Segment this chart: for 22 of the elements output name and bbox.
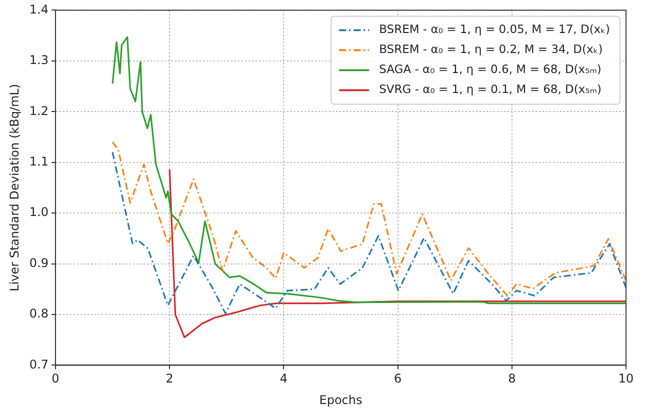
x-tick-label: 6 bbox=[394, 372, 402, 386]
y-tick-label: 1.2 bbox=[29, 104, 48, 118]
y-tick-label: 0.9 bbox=[29, 256, 48, 270]
legend-label: SAGA - α₀ = 1, η = 0.6, M = 68, D(x₅ₘ) bbox=[379, 62, 602, 76]
x-tick-label: 0 bbox=[52, 372, 60, 386]
legend-label: BSREM - α₀ = 1, η = 0.05, M = 17, D(xₖ) bbox=[379, 22, 610, 36]
y-tick-label: 1.4 bbox=[29, 2, 48, 16]
x-tick-label: 4 bbox=[280, 372, 288, 386]
y-tick-label: 1.1 bbox=[29, 154, 48, 168]
x-tick-label: 2 bbox=[166, 372, 174, 386]
legend-label: BSREM - α₀ = 1, η = 0.2, M = 34, D(xₖ) bbox=[379, 42, 603, 56]
line-series bbox=[112, 151, 626, 314]
y-tick-label: 1.3 bbox=[29, 53, 48, 68]
legend-label: SVRG - α₀ = 1, η = 0.1, M = 68, D(x₅ₘ) bbox=[379, 82, 602, 96]
y-tick-label: 0.7 bbox=[29, 357, 48, 372]
y-axis-title: Liver Standard Deviation (kBq/mL) bbox=[7, 84, 22, 292]
x-axis-title: Epochs bbox=[319, 392, 362, 407]
y-tick-label: 1.0 bbox=[29, 205, 48, 220]
y-tick-label: 0.8 bbox=[29, 306, 48, 321]
x-tick-label: 8 bbox=[508, 372, 516, 386]
x-tick-label: 10 bbox=[618, 372, 634, 386]
line-series bbox=[112, 141, 626, 297]
